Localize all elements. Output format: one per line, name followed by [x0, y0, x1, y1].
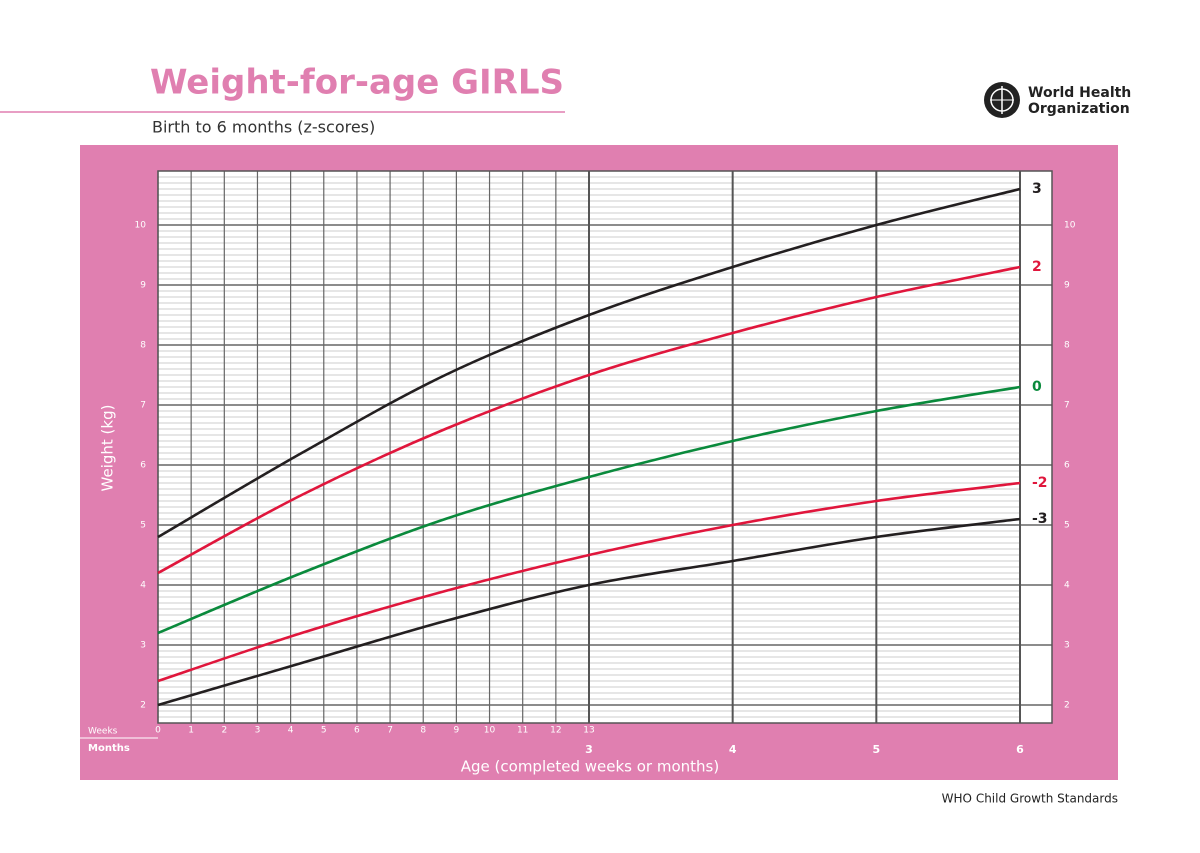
- y-tick-label: 3: [140, 641, 146, 651]
- z-score-line: [157, 481, 1021, 683]
- week-tick-label: 6: [354, 726, 360, 736]
- week-tick-label: 5: [321, 726, 327, 736]
- week-tick-label: 12: [550, 726, 561, 736]
- y-tick-label: 10: [1064, 221, 1076, 231]
- chart-title: Weight-for-age GIRLS: [150, 63, 564, 103]
- y-tick-label: 10: [135, 221, 147, 231]
- week-tick-label: 7: [387, 726, 393, 736]
- chart-subtitle: Birth to 6 months (z-scores): [152, 118, 375, 137]
- week-tick-label: 11: [517, 726, 528, 736]
- months-axis-name: Months: [88, 743, 130, 754]
- week-tick-label: 1: [188, 726, 194, 736]
- who-logo: [984, 82, 1020, 118]
- week-tick-label: 3: [255, 726, 261, 736]
- y-tick-label: 3: [1064, 641, 1070, 651]
- y-tick-label: 6: [1064, 461, 1070, 471]
- week-tick-label: 8: [420, 726, 426, 736]
- series-label: 0: [1032, 379, 1042, 395]
- week-tick-label: 4: [288, 726, 294, 736]
- y-tick-label: 7: [1064, 401, 1070, 411]
- footer: WHO Child Growth Standards: [942, 792, 1118, 806]
- weeks-axis-name: Weeks: [88, 727, 118, 737]
- z-score-line: [157, 187, 1021, 539]
- z-score-line: [157, 517, 1021, 707]
- series-label: -3: [1032, 511, 1048, 527]
- x-tick-label: 3: [585, 743, 593, 756]
- org-name: World Health: [1028, 85, 1131, 101]
- y-tick-label: 8: [1064, 341, 1070, 351]
- y-tick-label: 9: [1064, 281, 1070, 291]
- z-score-line: [157, 265, 1021, 575]
- y-tick-label: 2: [140, 701, 146, 711]
- x-tick-label: 4: [729, 743, 737, 756]
- week-tick-label: 0: [155, 726, 161, 736]
- y-tick-label: 2: [1064, 701, 1070, 711]
- y-tick-label: 4: [140, 581, 146, 591]
- y-axis-label: Weight (kg): [99, 405, 117, 492]
- y-tick-label: 8: [140, 341, 146, 351]
- x-axis-label: Age (completed weeks or months): [461, 758, 719, 776]
- y-tick-label: 4: [1064, 581, 1070, 591]
- y-tick-label: 5: [1064, 521, 1070, 531]
- series-label: -2: [1032, 475, 1048, 491]
- week-tick-label: 10: [484, 726, 496, 736]
- week-tick-label: 2: [221, 726, 227, 736]
- week-tick-label: 9: [454, 726, 460, 736]
- plot-border: [157, 170, 1053, 724]
- z-score-line: [157, 385, 1021, 635]
- series-label: 3: [1032, 181, 1042, 197]
- org-name: Organization: [1028, 101, 1130, 117]
- y-tick-label: 6: [140, 461, 146, 471]
- y-tick-label: 9: [140, 281, 146, 291]
- x-tick-label: 5: [873, 743, 881, 756]
- series-label: 2: [1032, 259, 1042, 275]
- week-tick-label: 13: [583, 726, 594, 736]
- x-tick-label: 6: [1016, 743, 1024, 756]
- y-tick-label: 5: [140, 521, 146, 531]
- y-tick-label: 7: [140, 401, 146, 411]
